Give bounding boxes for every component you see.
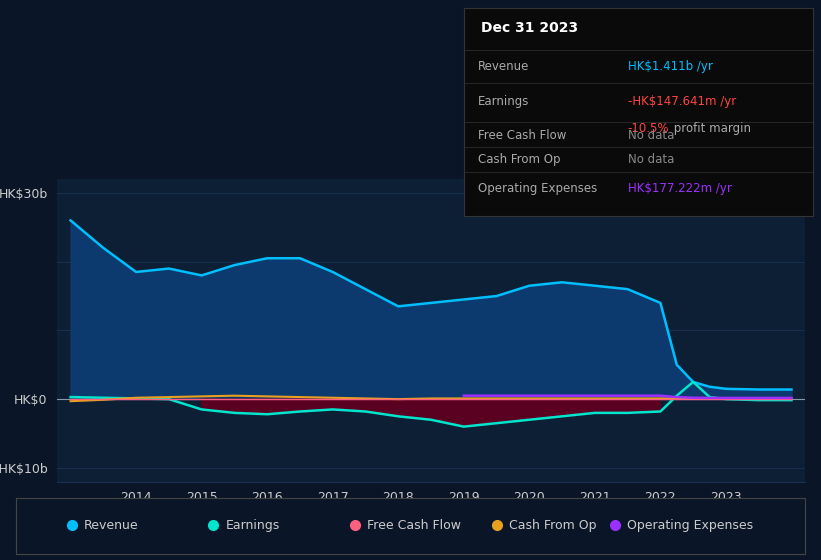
- Text: Operating Expenses: Operating Expenses: [627, 519, 754, 532]
- Text: -10.5%: -10.5%: [628, 122, 669, 135]
- Text: Free Cash Flow: Free Cash Flow: [367, 519, 461, 532]
- Text: No data: No data: [628, 153, 674, 166]
- Text: Cash From Op: Cash From Op: [478, 153, 560, 166]
- Text: HK$177.222m /yr: HK$177.222m /yr: [628, 182, 732, 195]
- Text: Cash From Op: Cash From Op: [509, 519, 597, 532]
- Text: profit margin: profit margin: [670, 122, 750, 135]
- Text: HK$1.411b /yr: HK$1.411b /yr: [628, 60, 713, 73]
- Text: -HK$147.641m /yr: -HK$147.641m /yr: [628, 95, 736, 108]
- Text: Revenue: Revenue: [84, 519, 138, 532]
- Text: No data: No data: [628, 129, 674, 142]
- Text: Revenue: Revenue: [478, 60, 530, 73]
- Text: Earnings: Earnings: [478, 95, 530, 108]
- Text: Free Cash Flow: Free Cash Flow: [478, 129, 566, 142]
- Text: Operating Expenses: Operating Expenses: [478, 182, 597, 195]
- Text: Earnings: Earnings: [225, 519, 279, 532]
- Text: Dec 31 2023: Dec 31 2023: [481, 21, 579, 35]
